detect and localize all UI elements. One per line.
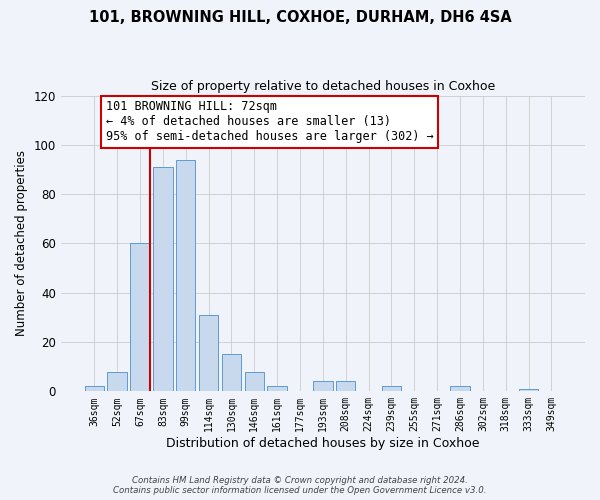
Bar bbox=[176, 160, 196, 392]
X-axis label: Distribution of detached houses by size in Coxhoe: Distribution of detached houses by size … bbox=[166, 437, 479, 450]
Bar bbox=[519, 389, 538, 392]
Bar bbox=[451, 386, 470, 392]
Bar bbox=[382, 386, 401, 392]
Bar bbox=[153, 167, 173, 392]
Bar bbox=[313, 382, 332, 392]
Y-axis label: Number of detached properties: Number of detached properties bbox=[15, 150, 28, 336]
Bar bbox=[336, 382, 355, 392]
Bar bbox=[130, 244, 150, 392]
Bar bbox=[85, 386, 104, 392]
Text: 101 BROWNING HILL: 72sqm
← 4% of detached houses are smaller (13)
95% of semi-de: 101 BROWNING HILL: 72sqm ← 4% of detache… bbox=[106, 100, 434, 144]
Title: Size of property relative to detached houses in Coxhoe: Size of property relative to detached ho… bbox=[151, 80, 495, 93]
Bar bbox=[222, 354, 241, 392]
Bar bbox=[199, 315, 218, 392]
Bar bbox=[268, 386, 287, 392]
Text: 101, BROWNING HILL, COXHOE, DURHAM, DH6 4SA: 101, BROWNING HILL, COXHOE, DURHAM, DH6 … bbox=[89, 10, 511, 25]
Text: Contains HM Land Registry data © Crown copyright and database right 2024.
Contai: Contains HM Land Registry data © Crown c… bbox=[113, 476, 487, 495]
Bar bbox=[107, 372, 127, 392]
Bar bbox=[245, 372, 264, 392]
